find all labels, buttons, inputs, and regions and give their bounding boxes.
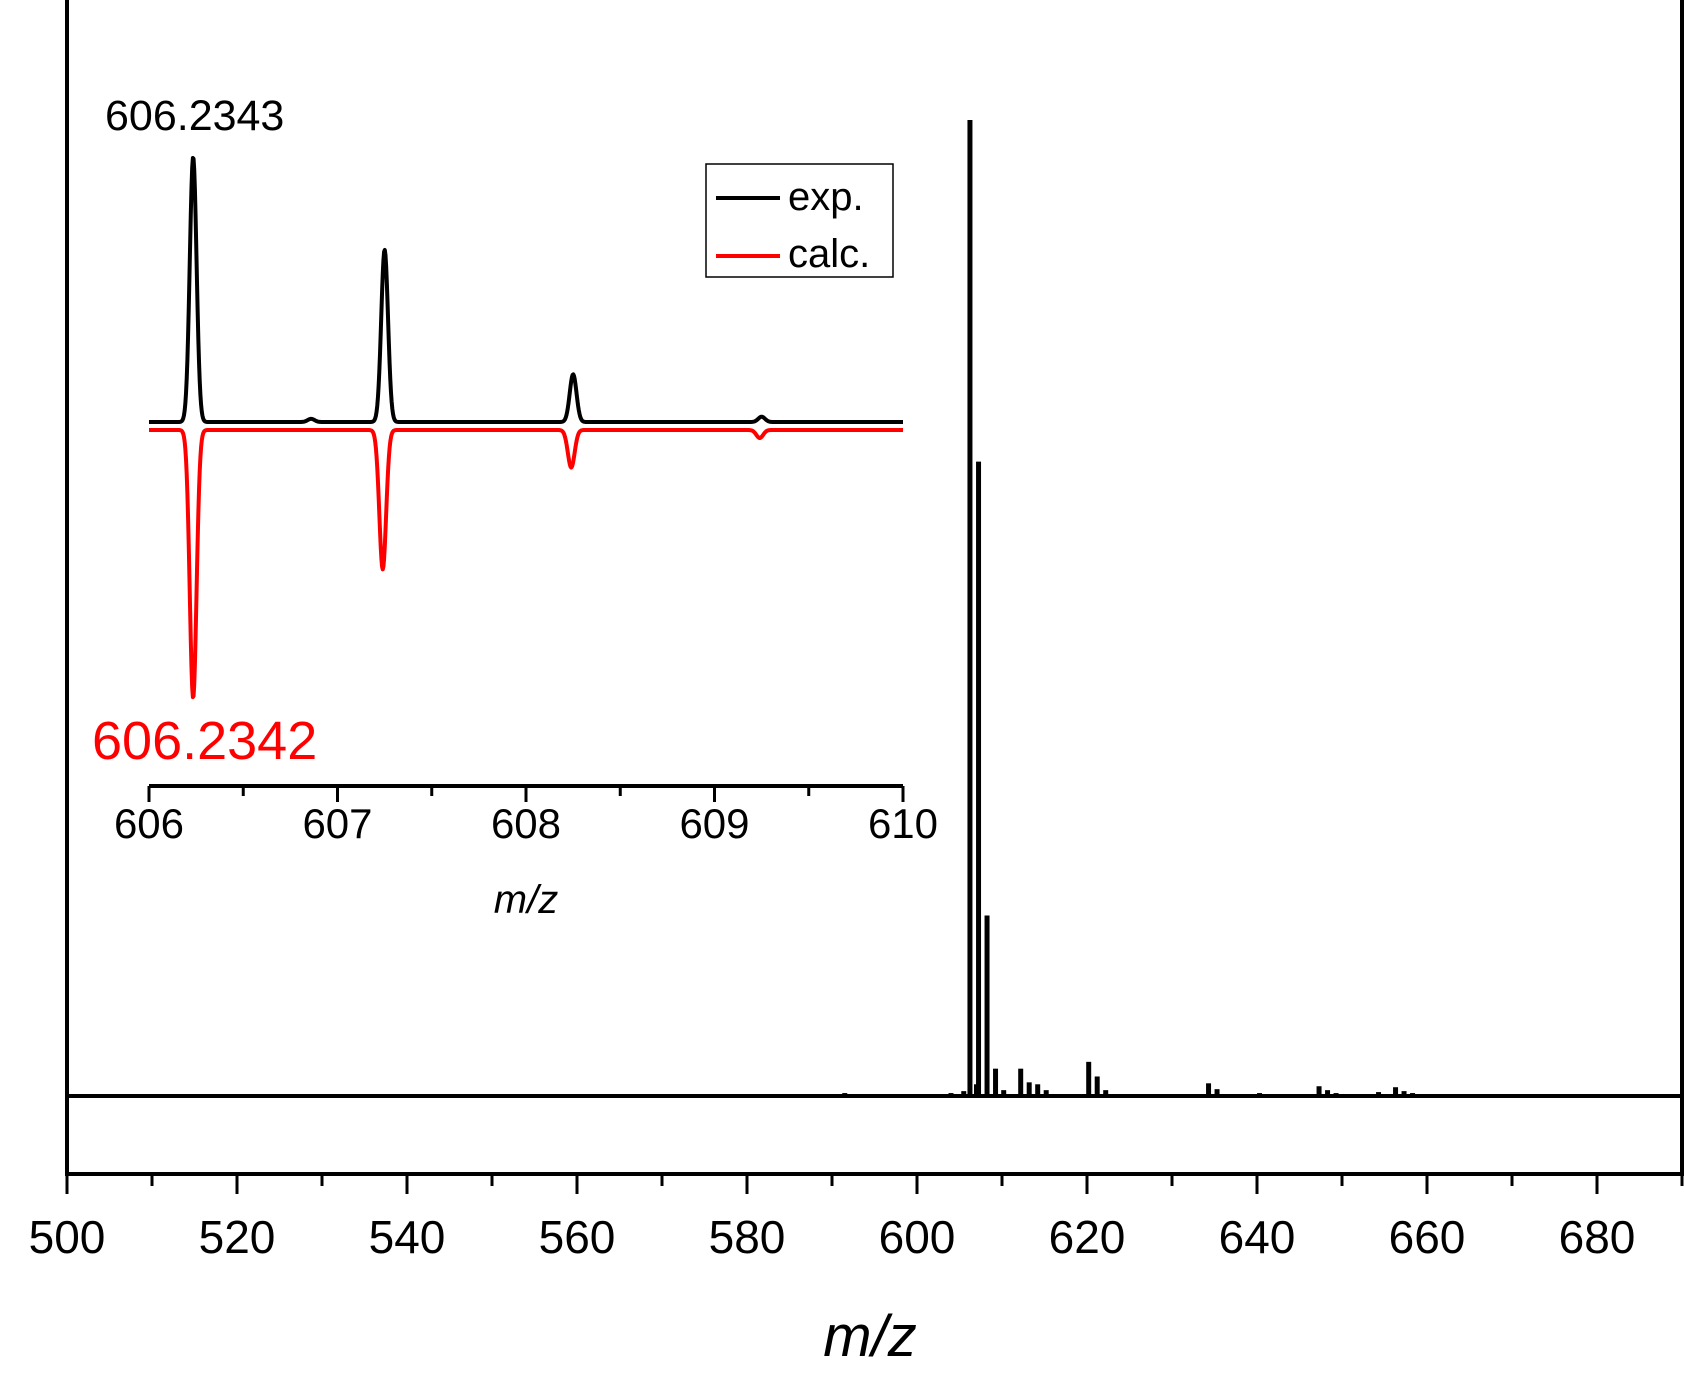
inset-legend-exp-label: exp. (788, 175, 864, 219)
main-x-tick-label: 500 (29, 1211, 106, 1263)
main-x-tick-label: 640 (1219, 1211, 1296, 1263)
inset-annotation-calc-peak: 606.2342 (92, 711, 317, 771)
inset-legend-box (705, 163, 894, 278)
inset-x-tick-label: 610 (868, 800, 938, 847)
main-x-axis-ticks (65, 1174, 1684, 1194)
inset-x-axis-tick-labels: 606 607 608 609 610 (114, 800, 938, 847)
main-x-axis-label: m/z (823, 1304, 916, 1369)
main-x-tick-label: 600 (879, 1211, 956, 1263)
inset-annotation-exp-peak: 606.2343 (105, 92, 284, 140)
main-x-tick-label: 540 (369, 1211, 446, 1263)
inset-legend: exp. calc. (705, 163, 894, 278)
main-x-tick-label: 580 (709, 1211, 786, 1263)
inset-series-exp-line (147, 156, 905, 424)
inset-x-tick-label: 609 (679, 800, 749, 847)
main-x-tick-label: 680 (1559, 1211, 1636, 1263)
main-x-tick-label: 520 (199, 1211, 276, 1263)
main-x-tick-label: 620 (1049, 1211, 1126, 1263)
main-x-tick-label: 660 (1389, 1211, 1466, 1263)
main-plot: 500 520 540 560 580 600 620 640 660 680 m/z (29, 0, 1684, 1369)
inset-series-calc-line (147, 428, 905, 700)
inset-x-axis-ticks (147, 786, 905, 802)
main-plot-frame (65, 0, 1684, 1176)
inset-plot: 606 607 608 609 610 m/z 606.2343 606.2342 ex… (92, 92, 938, 922)
inset-x-tick-label: 607 (302, 800, 372, 847)
main-x-axis-tick-labels: 500 520 540 560 580 600 620 640 660 680 (29, 1211, 1636, 1263)
inset-x-tick-label: 608 (491, 800, 561, 847)
inset-x-axis-label: m/z (494, 878, 558, 922)
inset-x-tick-label: 606 (114, 800, 184, 847)
main-spectrum-series (757, 120, 1654, 1096)
inset-legend-calc-label: calc. (788, 232, 870, 276)
main-x-tick-label: 560 (539, 1211, 616, 1263)
